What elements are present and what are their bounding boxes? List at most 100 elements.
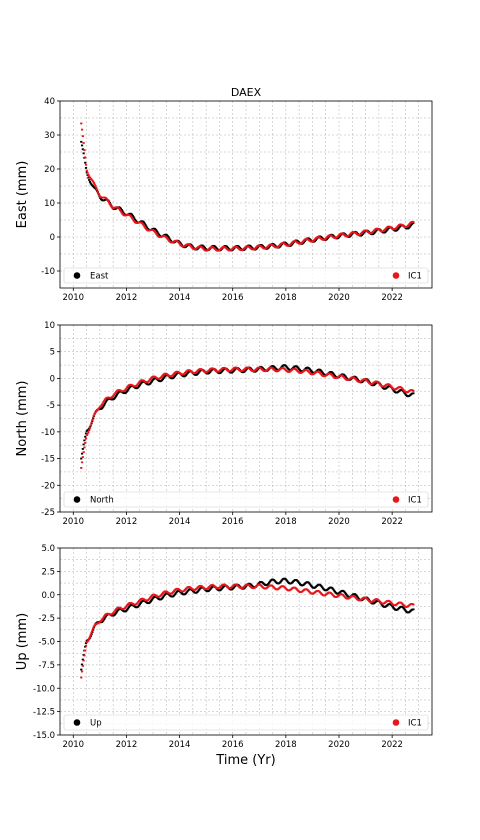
data-point [145, 226, 149, 229]
x-tick-label: 2020 [328, 293, 350, 303]
y-axis-label: North (mm) [15, 381, 30, 457]
x-tick-label: 2018 [275, 517, 297, 527]
data-point [102, 619, 105, 622]
data-point [321, 372, 325, 375]
data-point [409, 225, 412, 228]
data-point [137, 605, 140, 608]
data-point [124, 606, 127, 609]
x-tick-label: 2022 [381, 740, 403, 750]
data-point [132, 216, 135, 218]
data-point [133, 217, 136, 220]
data-point [114, 396, 117, 399]
data-point [111, 395, 115, 398]
data-point [401, 606, 405, 609]
data-point [92, 625, 96, 628]
data-point [130, 216, 134, 219]
data-point [356, 377, 359, 380]
data-point [126, 386, 129, 389]
y-tick-label: -15.0 [33, 731, 55, 741]
y-tick-label: -5 [47, 401, 55, 411]
data-point [132, 219, 135, 222]
data-point [308, 582, 311, 585]
data-point [401, 388, 405, 391]
legend-label-model: IC1 [408, 719, 422, 729]
data-point [356, 596, 360, 599]
legend: Up IC1 [63, 714, 429, 731]
series-ic1 [80, 122, 415, 252]
data-point [373, 231, 376, 234]
data-point [106, 198, 109, 201]
legend-marker-observed [73, 719, 81, 726]
x-tick-label: 2014 [169, 517, 191, 527]
data-point [114, 613, 117, 615]
data-point [343, 374, 346, 377]
data-point [185, 591, 188, 594]
data-point [80, 676, 83, 679]
data-point [80, 452, 84, 455]
data-point [302, 240, 305, 243]
data-point [80, 668, 83, 671]
data-point [91, 419, 94, 422]
data-point [412, 392, 415, 395]
y-tick-label: -7.5 [38, 661, 55, 671]
data-point [284, 364, 287, 367]
data-point [403, 608, 406, 611]
x-tick-label: 2014 [169, 293, 191, 303]
data-point [332, 588, 335, 591]
data-point [97, 192, 100, 195]
data-point [126, 608, 129, 611]
data-point [161, 379, 164, 382]
data-point [102, 405, 105, 408]
data-point [112, 394, 115, 397]
data-point [82, 152, 85, 155]
data-point [87, 173, 90, 176]
data-point [403, 392, 406, 394]
data-point [163, 375, 166, 378]
data-point [125, 391, 128, 393]
data-point [285, 579, 288, 582]
data-point [96, 189, 99, 192]
data-point [100, 403, 103, 406]
legend-box [63, 267, 429, 284]
data-point [127, 387, 130, 390]
data-point [125, 609, 128, 612]
data-point [155, 229, 158, 232]
data-point [138, 604, 141, 607]
data-point [136, 602, 139, 604]
data-point [82, 142, 85, 144]
data-point [138, 603, 142, 606]
data-point [374, 230, 377, 233]
data-point [114, 392, 117, 394]
y-tick-label: 5.0 [41, 544, 55, 554]
data-point [309, 583, 312, 586]
data-point [104, 615, 107, 618]
data-point [101, 402, 104, 405]
data-point [404, 609, 407, 612]
data-point [344, 593, 348, 595]
data-point [84, 644, 88, 647]
data-point [408, 226, 411, 229]
y-tick-label: -10 [41, 428, 55, 438]
data-point [84, 167, 88, 169]
data-point [131, 218, 134, 220]
data-point [308, 367, 311, 370]
data-point [88, 426, 92, 429]
data-point [109, 204, 112, 207]
y-tick-label: -20 [41, 481, 55, 491]
x-tick-label: 2022 [381, 293, 403, 303]
data-point [412, 603, 415, 606]
series-up [80, 577, 415, 671]
data-point [203, 246, 206, 248]
data-point [320, 370, 323, 373]
data-point [87, 639, 90, 642]
data-point [98, 194, 101, 197]
data-point [402, 607, 405, 610]
data-point [144, 223, 147, 226]
data-point [209, 588, 212, 590]
data-point [333, 590, 337, 593]
data-point [91, 179, 94, 182]
data-point [145, 225, 148, 228]
data-point [112, 611, 115, 614]
data-point [102, 401, 105, 403]
data-point [80, 457, 83, 460]
